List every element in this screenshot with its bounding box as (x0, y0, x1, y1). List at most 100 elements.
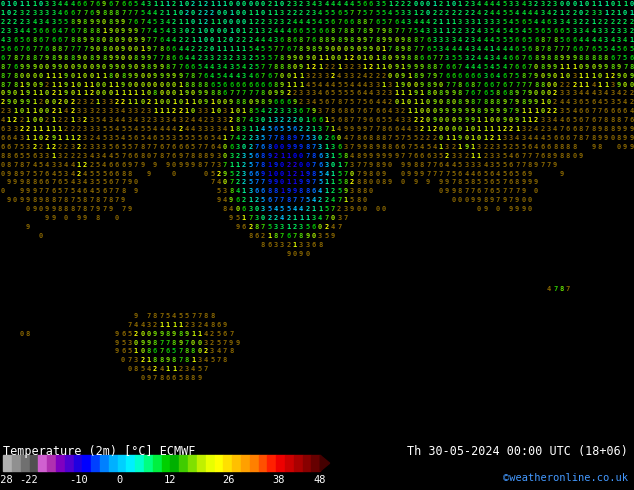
Text: 1: 1 (547, 411, 551, 417)
Text: 2: 2 (32, 304, 36, 310)
Text: 9: 9 (477, 197, 481, 203)
Text: 9: 9 (439, 108, 443, 114)
Text: 5: 5 (83, 419, 87, 426)
Text: 7: 7 (204, 367, 208, 372)
Text: 2: 2 (64, 313, 68, 319)
Text: 5: 5 (210, 206, 214, 212)
Text: 9: 9 (267, 99, 271, 105)
Text: 5: 5 (432, 295, 437, 301)
Text: 7: 7 (617, 55, 621, 61)
Text: 2: 2 (483, 153, 488, 159)
Text: 1: 1 (121, 429, 126, 435)
Text: 9: 9 (121, 269, 126, 274)
Text: 5: 5 (432, 46, 437, 52)
Text: 3: 3 (508, 313, 513, 319)
Text: 4: 4 (108, 242, 113, 248)
Text: 9: 9 (77, 64, 81, 70)
Text: 9: 9 (515, 91, 519, 97)
Text: 6: 6 (350, 357, 354, 364)
Text: 0: 0 (235, 260, 240, 266)
Text: 7: 7 (159, 250, 164, 257)
Text: 2: 2 (261, 19, 265, 25)
Text: 9: 9 (585, 419, 589, 426)
Text: 4: 4 (363, 81, 367, 88)
Text: 7: 7 (45, 277, 49, 283)
Text: 8: 8 (363, 179, 367, 185)
Text: 3: 3 (375, 438, 380, 443)
Text: 4: 4 (254, 419, 259, 426)
Text: 3: 3 (611, 81, 614, 88)
Text: 6: 6 (375, 19, 380, 25)
Text: 5: 5 (184, 135, 189, 141)
Text: 7: 7 (585, 46, 589, 52)
Text: 2: 2 (172, 108, 176, 114)
Text: 8: 8 (280, 384, 284, 390)
Text: 8: 8 (515, 375, 519, 381)
Text: 8: 8 (178, 331, 183, 337)
Text: 1: 1 (350, 215, 354, 221)
Text: 9: 9 (83, 37, 87, 43)
Text: 1: 1 (458, 1, 462, 7)
Text: 6: 6 (146, 250, 151, 257)
Text: 9: 9 (26, 91, 30, 97)
Text: 7: 7 (261, 179, 265, 185)
Text: 5: 5 (515, 250, 519, 257)
Text: 1: 1 (254, 28, 259, 34)
Text: 6: 6 (274, 429, 278, 435)
Text: 6: 6 (165, 348, 170, 354)
Text: 0: 0 (26, 206, 30, 212)
Text: 8: 8 (312, 171, 316, 176)
Text: 5: 5 (375, 348, 380, 354)
Text: 0: 0 (566, 348, 570, 354)
Text: 9: 9 (325, 46, 328, 52)
Text: 4: 4 (515, 10, 519, 16)
Text: 1: 1 (572, 171, 576, 176)
Text: 4: 4 (592, 37, 595, 43)
Text: 7: 7 (39, 55, 42, 61)
Bar (109, 455, 118, 471)
Text: 6: 6 (146, 260, 151, 266)
Text: 7: 7 (604, 384, 608, 390)
Text: 0: 0 (331, 393, 335, 399)
Text: 2: 2 (306, 260, 309, 266)
Text: 1: 1 (146, 438, 151, 443)
Text: 8: 8 (445, 250, 450, 257)
Text: 5: 5 (331, 10, 335, 16)
Text: 9: 9 (287, 144, 290, 150)
Text: 2: 2 (293, 162, 297, 168)
Text: 6: 6 (32, 331, 36, 337)
Text: 4: 4 (96, 250, 100, 257)
Text: 7: 7 (45, 419, 49, 426)
Text: 9: 9 (375, 304, 380, 310)
Text: 1: 1 (413, 438, 418, 443)
Text: 2: 2 (20, 19, 23, 25)
Text: 8: 8 (45, 322, 49, 328)
Text: 3: 3 (515, 233, 519, 239)
Text: 0: 0 (229, 393, 233, 399)
Text: 9: 9 (13, 179, 17, 185)
Text: 0: 0 (13, 277, 17, 283)
Text: 2: 2 (172, 277, 176, 283)
Text: 3: 3 (70, 144, 75, 150)
Text: 8: 8 (58, 286, 62, 292)
Text: 2: 2 (572, 357, 576, 364)
Text: 8: 8 (115, 277, 119, 283)
Text: 8: 8 (102, 375, 107, 381)
Text: 4: 4 (1, 402, 4, 408)
Text: 8: 8 (64, 286, 68, 292)
Text: 4: 4 (77, 188, 81, 195)
Text: 1: 1 (45, 295, 49, 301)
Text: 4: 4 (331, 197, 335, 203)
Text: 8: 8 (261, 242, 265, 248)
Text: 7: 7 (254, 91, 259, 97)
Text: 0: 0 (70, 215, 75, 221)
Text: 8: 8 (578, 304, 583, 310)
Text: 1: 1 (51, 367, 56, 372)
Text: 9: 9 (521, 179, 526, 185)
Text: 0: 0 (420, 1, 424, 7)
Text: 8: 8 (547, 402, 551, 408)
Text: 0: 0 (527, 402, 532, 408)
Text: 3: 3 (229, 153, 233, 159)
Text: 0: 0 (280, 1, 284, 7)
Text: 5: 5 (578, 188, 583, 195)
